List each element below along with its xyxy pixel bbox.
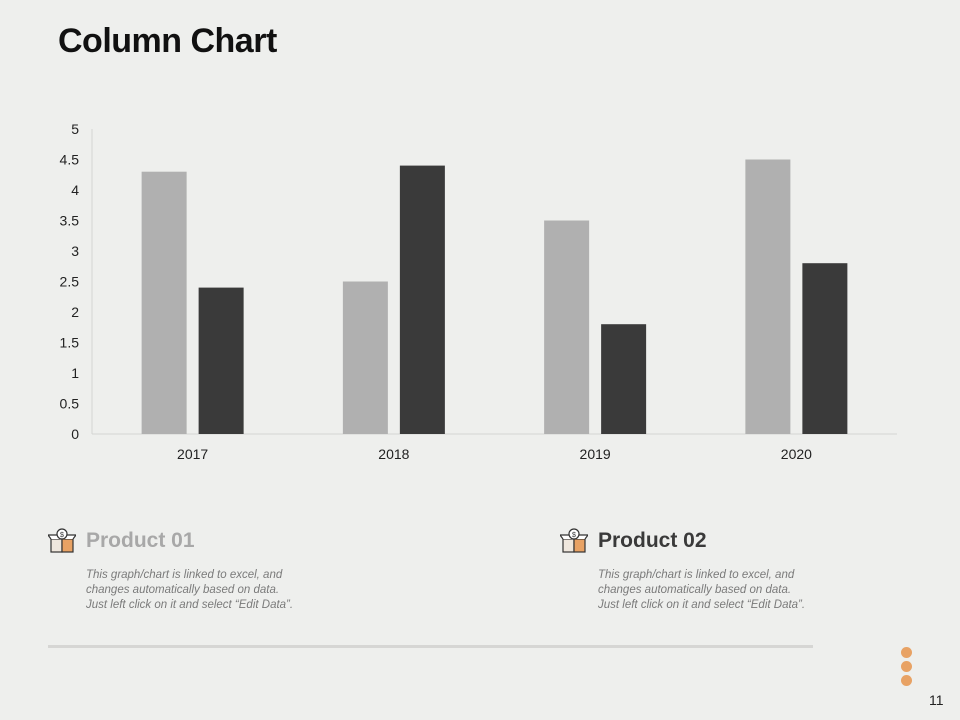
- y-tick-label: 3.5: [60, 213, 80, 229]
- y-tick-label: 0: [71, 426, 79, 442]
- product-01-description: This graph/chart is linked to excel, and…: [86, 569, 294, 611]
- box-dollar-icon: $: [560, 528, 588, 553]
- product-02-description: This graph/chart is linked to excel, and…: [598, 569, 806, 611]
- x-tick-label: 2018: [378, 446, 409, 462]
- product-02-name: Product 02: [598, 529, 707, 552]
- slide-title: Column Chart: [58, 22, 277, 60]
- bar-product-02-2020: [802, 263, 848, 434]
- x-tick-label: 2019: [580, 446, 611, 462]
- product-01-name: Product 01: [86, 529, 195, 552]
- box-dollar-icon: $: [48, 528, 76, 553]
- y-tick-label: 0.5: [60, 396, 80, 412]
- column-chart: 0 0.5 1 1.5 2 2.5 3 3.5 4 4.5 5 2017 2018 2019 2020: [60, 121, 897, 462]
- bar-product-02-2018: [399, 165, 445, 434]
- svg-text:$: $: [60, 532, 64, 539]
- product-02-legend: $ Product 02 This graph/chart is linked …: [560, 528, 890, 613]
- y-tick-label: 2.5: [60, 274, 80, 290]
- y-tick-label: 2: [71, 304, 79, 320]
- product-01-legend: $ Product 01 This graph/chart is linked …: [48, 528, 378, 613]
- bar-product-01-2018: [342, 281, 388, 434]
- bar-product-01-2019: [544, 220, 590, 434]
- x-tick-label: 2020: [781, 446, 812, 462]
- bar-product-01-2017: [141, 171, 187, 434]
- y-tick-label: 3: [71, 243, 79, 259]
- bar-product-02-2017: [198, 287, 244, 434]
- y-tick-label: 4.5: [60, 152, 80, 168]
- y-tick-label: 4: [71, 182, 79, 198]
- svg-text:$: $: [572, 532, 576, 539]
- y-tick-label: 5: [71, 121, 79, 137]
- vertical-dots-icon: [901, 647, 912, 689]
- page-number: 11: [929, 692, 944, 708]
- y-tick-label: 1: [71, 365, 79, 381]
- bar-product-01-2020: [745, 159, 791, 434]
- bar-product-02-2019: [601, 324, 647, 434]
- y-tick-label: 1.5: [60, 335, 80, 351]
- x-tick-label: 2017: [177, 446, 208, 462]
- footer-divider: [48, 645, 813, 648]
